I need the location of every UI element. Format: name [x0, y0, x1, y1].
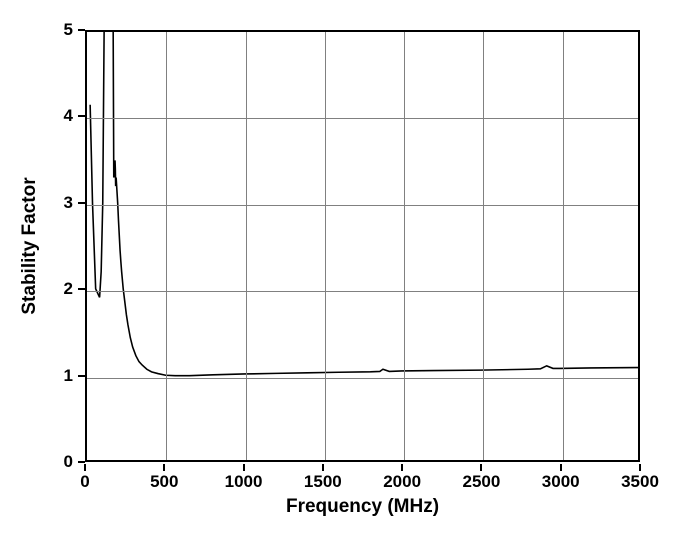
x-tick-label: 1500: [304, 472, 342, 492]
x-tick-mark: [401, 464, 403, 471]
y-tick-label: 2: [64, 279, 73, 299]
x-tick-label: 2500: [463, 472, 501, 492]
y-tick-mark: [78, 29, 85, 31]
grid-line-vertical: [483, 32, 484, 460]
x-tick-label: 3000: [542, 472, 580, 492]
grid-line-horizontal: [87, 118, 638, 119]
y-tick-label: 5: [64, 20, 73, 40]
grid-line-horizontal: [87, 205, 638, 206]
stability-factor-chart: Frequency (MHz) Stability Factor 0 500 100…: [0, 0, 678, 542]
grid-line-vertical: [325, 32, 326, 460]
y-tick-mark: [78, 461, 85, 463]
y-tick-mark: [78, 288, 85, 290]
data-line-svg: [87, 32, 638, 460]
x-tick-mark: [322, 464, 324, 471]
y-axis-label: Stability Factor: [19, 177, 41, 314]
x-tick-mark: [560, 464, 562, 471]
x-tick-mark: [243, 464, 245, 471]
grid-line-vertical: [246, 32, 247, 460]
y-tick-mark: [78, 202, 85, 204]
y-tick-label: 3: [64, 193, 73, 213]
y-tick-label: 4: [64, 106, 73, 126]
y-tick-label: 1: [64, 366, 73, 386]
x-tick-mark: [639, 464, 641, 471]
x-tick-label: 3500: [621, 472, 659, 492]
x-tick-label: 0: [80, 472, 89, 492]
grid-line-vertical: [563, 32, 564, 460]
y-tick-mark: [78, 375, 85, 377]
x-tick-label: 1000: [225, 472, 263, 492]
y-tick-mark: [78, 115, 85, 117]
grid-line-vertical: [166, 32, 167, 460]
x-axis-label: Frequency (MHz): [286, 496, 439, 518]
x-tick-label: 2000: [383, 472, 421, 492]
x-tick-label: 500: [150, 472, 178, 492]
plot-area: [85, 30, 640, 462]
grid-line-vertical: [404, 32, 405, 460]
grid-line-horizontal: [87, 378, 638, 379]
grid-line-horizontal: [87, 291, 638, 292]
x-tick-mark: [163, 464, 165, 471]
x-tick-mark: [480, 464, 482, 471]
y-tick-label: 0: [64, 452, 73, 472]
x-tick-mark: [84, 464, 86, 471]
